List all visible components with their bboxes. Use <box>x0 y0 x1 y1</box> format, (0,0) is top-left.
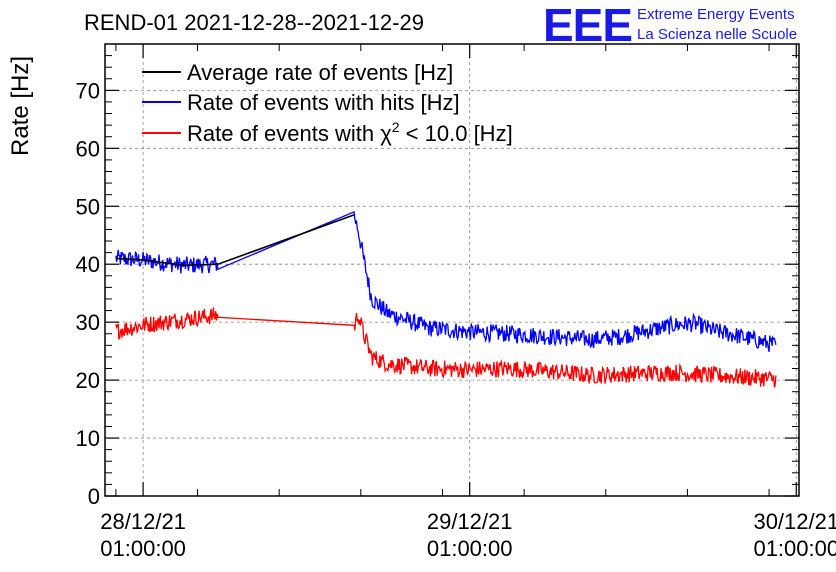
y-tick-label: 20 <box>76 368 100 393</box>
legend-label-1: Average rate of events [Hz] <box>187 60 453 85</box>
x-tick-time: 01:00:00 <box>427 536 513 561</box>
legend-label-2: Rate of events with hits [Hz] <box>187 90 460 115</box>
logo-line1: Extreme Energy Events <box>637 6 795 23</box>
axis-ticks: 01020304050607028/12/2101:00:0029/12/210… <box>76 44 836 561</box>
chart-title: REND-01 2021-12-28--2021-12-29 <box>84 10 424 35</box>
x-tick-time: 01:00:00 <box>753 536 836 561</box>
plot-frame <box>104 43 800 497</box>
y-tick-label: 40 <box>76 252 100 277</box>
y-tick-label: 30 <box>76 310 100 335</box>
legend-label-prefix: Rate of events with χ <box>187 121 392 146</box>
logo-mark: EEE <box>543 0 632 51</box>
x-tick-date: 30/12/21 <box>753 509 836 534</box>
eee-logo: EEE Extreme Energy Events La Scienza nel… <box>543 0 797 51</box>
x-tick-date: 29/12/21 <box>427 509 513 534</box>
y-tick-label: 0 <box>88 484 100 509</box>
x-tick-date: 28/12/21 <box>100 509 186 534</box>
y-axis-label: Rate [Hz] <box>7 56 34 156</box>
legend-label-suffix: < 10.0 [Hz] <box>400 121 513 146</box>
legend: Average rate of events [Hz] Rate of event… <box>142 60 513 146</box>
y-tick-label: 10 <box>76 426 100 451</box>
series-line-1 <box>115 214 355 267</box>
y-tick-label: 50 <box>76 194 100 219</box>
y-tick-label: 70 <box>76 78 100 103</box>
series-line-2 <box>115 210 777 352</box>
legend-label-superscript: 2 <box>392 119 400 135</box>
grid <box>105 44 799 496</box>
series-line-3 <box>115 307 777 388</box>
y-tick-label: 60 <box>76 136 100 161</box>
series-layer <box>115 210 777 388</box>
x-tick-time: 01:00:00 <box>100 536 186 561</box>
legend-label-3: Rate of events with χ2 < 10.0 [Hz] <box>187 119 513 146</box>
logo-line2: La Scienza nelle Scuole <box>637 26 797 43</box>
